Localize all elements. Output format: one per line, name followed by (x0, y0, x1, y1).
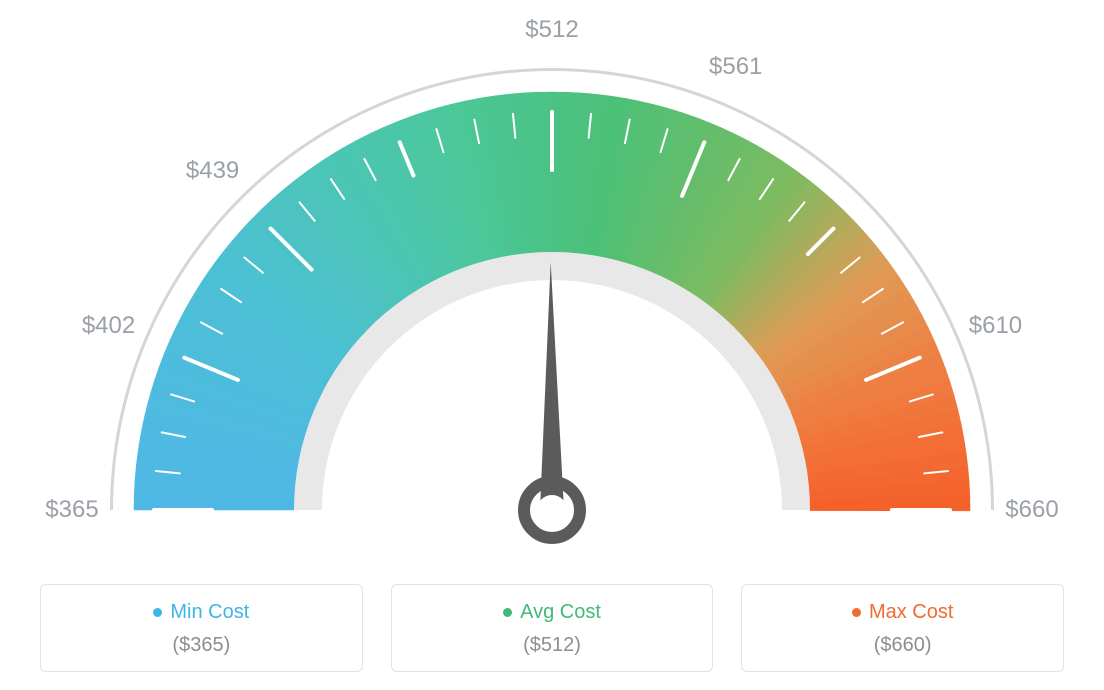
legend-avg-title: Avg Cost (402, 601, 703, 624)
dot-icon (153, 608, 162, 617)
gauge-tick-label: $439 (186, 157, 239, 185)
legend-max-title: Max Cost (752, 601, 1053, 624)
legend-min-value: ($365) (51, 634, 352, 657)
gauge-tick-label: $365 (45, 496, 98, 524)
gauge-tick-label: $610 (969, 312, 1022, 340)
gauge-tick-label: $512 (525, 16, 578, 44)
gauge-tick-label: $561 (709, 53, 762, 81)
gauge-tick-label: $660 (1005, 496, 1058, 524)
legend-min-title: Min Cost (51, 601, 352, 624)
gauge-tick-label: $402 (82, 312, 135, 340)
legend-avg-card: Avg Cost ($512) (391, 584, 714, 672)
legend-max-value: ($660) (752, 634, 1053, 657)
dot-icon (503, 608, 512, 617)
legend-max-label: Max Cost (869, 601, 953, 623)
dot-icon (852, 608, 861, 617)
legend-min-label: Min Cost (170, 601, 249, 623)
legend-min-card: Min Cost ($365) (40, 584, 363, 672)
legend-max-card: Max Cost ($660) (741, 584, 1064, 672)
legend-avg-label: Avg Cost (520, 601, 601, 623)
legend-avg-value: ($512) (402, 634, 703, 657)
cost-gauge: $365 $402 $439 $512 $561 $610 $660 (0, 0, 1104, 560)
legend-row: Min Cost ($365) Avg Cost ($512) Max Cost… (40, 584, 1064, 672)
